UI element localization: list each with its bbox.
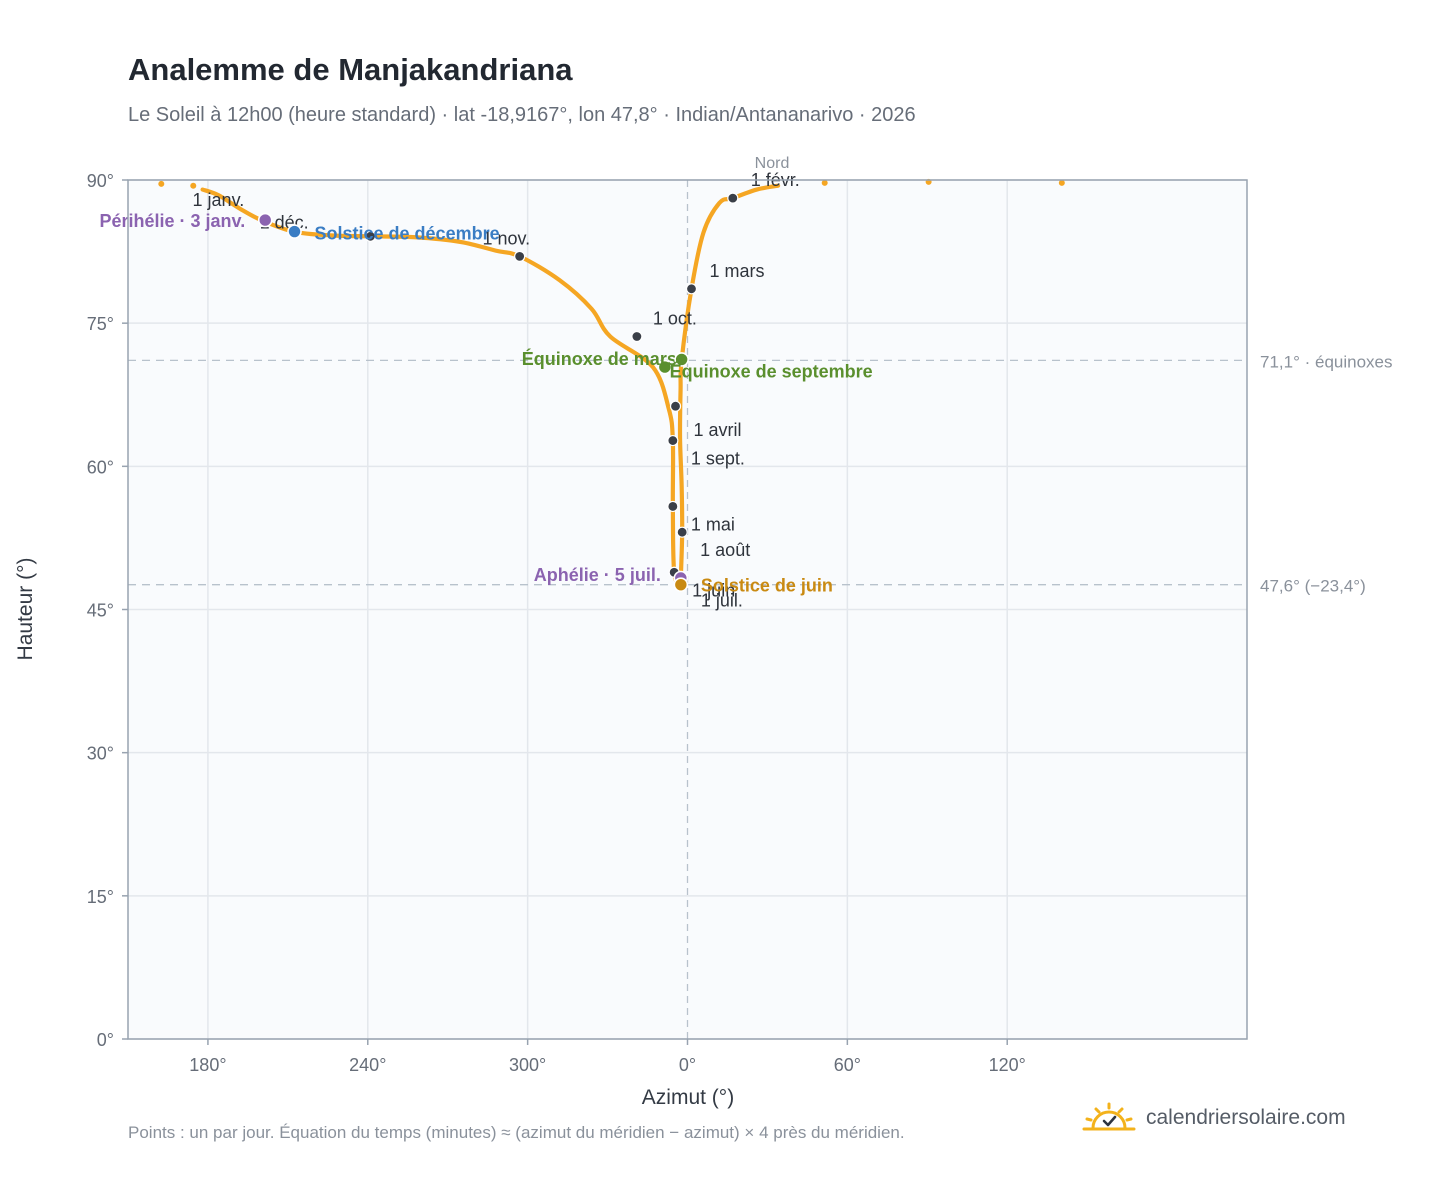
x-tick-label: 180° xyxy=(189,1055,226,1075)
x-tick-label: 60° xyxy=(834,1055,861,1075)
event-label: Aphélie · 5 juil. xyxy=(534,565,661,585)
month-label: 1 oct. xyxy=(653,309,697,329)
month-marker xyxy=(669,400,682,412)
month-marker xyxy=(514,250,526,262)
month-marker xyxy=(685,283,698,295)
event-label: Équinoxe de mars xyxy=(522,348,677,369)
y-axis-label: Hauteur (°) xyxy=(14,558,37,661)
event-marker xyxy=(657,359,673,375)
event-label: Solstice de juin xyxy=(701,576,833,596)
sun-check-icon xyxy=(1082,1102,1136,1131)
x-tick-label: 240° xyxy=(349,1055,386,1075)
reference-line-label: 71,1° · équinoxes xyxy=(1260,352,1393,371)
month-marker xyxy=(631,330,643,343)
x-tick-label: 120° xyxy=(989,1055,1026,1075)
month-label: 1 sept. xyxy=(691,449,745,469)
x-tick-label: 300° xyxy=(509,1055,546,1075)
month-label: 1 nov. xyxy=(482,228,530,248)
month-label: 1 juil. xyxy=(701,591,743,611)
y-tick-label: 75° xyxy=(87,314,114,334)
event-markers: Périhélie · 3 janv. Solstice de décembre É… xyxy=(99,211,872,596)
y-tick-label: 90° xyxy=(87,171,114,191)
day-point xyxy=(1058,179,1065,186)
month-label: 1 avril xyxy=(694,420,742,440)
month-label: 1 mars xyxy=(709,261,764,281)
month-label: 1 janv. xyxy=(193,190,245,210)
y-tick-label: 30° xyxy=(87,744,114,764)
y-tick-label: 60° xyxy=(87,457,114,477)
event-marker xyxy=(287,224,302,239)
footnote: Points : un par jour. Équation du temps … xyxy=(128,1123,905,1142)
x-tick-label: 0° xyxy=(679,1055,696,1075)
y-tick-label: 15° xyxy=(87,887,114,907)
day-point xyxy=(190,182,197,189)
analemma-path xyxy=(200,183,781,588)
axes: 180° 240° 300° 0° 60° 120° 0° 15° 30° 45° 60° 75° 90… xyxy=(87,171,1026,1075)
month-label: 1 mai xyxy=(691,514,735,534)
month-marker xyxy=(364,230,377,242)
event-marker xyxy=(674,352,689,367)
month-marker xyxy=(676,526,688,538)
month-label: 1 août xyxy=(700,540,750,560)
month-marker xyxy=(727,192,739,204)
chart-title: Analemme de Manjakandriana xyxy=(128,52,573,87)
y-tick-label: 0° xyxy=(97,1030,114,1050)
reference-lines: 71,1° · équinoxes 47,6° (−23,4°) xyxy=(128,180,1393,1039)
chart-subtitle: Le Soleil à 12h00 (heure standard) · lat… xyxy=(128,104,916,126)
x-axis-label: Azimut (°) xyxy=(642,1086,734,1109)
day-point xyxy=(821,179,828,186)
event-label: Équinoxe de septembre xyxy=(670,360,873,381)
event-marker xyxy=(673,577,689,592)
reference-line-label: 47,6° (−23,4°) xyxy=(1260,577,1366,596)
day-point xyxy=(158,180,165,187)
month-marker xyxy=(667,434,679,447)
y-tick-label: 45° xyxy=(87,601,114,621)
north-label: Nord xyxy=(755,155,790,172)
event-label: Solstice de décembre xyxy=(315,224,500,244)
month-marker xyxy=(667,500,679,513)
month-label: 1 juin xyxy=(692,580,735,600)
brand-name[interactable]: calendriersolaire.com xyxy=(1146,1106,1346,1129)
event-label: Périhélie · 3 janv. xyxy=(99,211,245,231)
brand[interactable]: calendriersolaire.com xyxy=(1082,1102,1346,1134)
event-marker xyxy=(257,212,273,228)
